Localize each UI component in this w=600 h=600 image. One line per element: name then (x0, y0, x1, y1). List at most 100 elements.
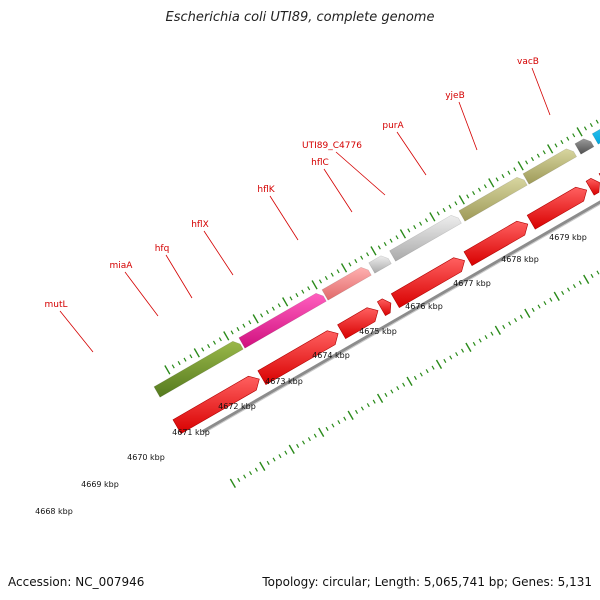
inner-ruler-minor-tick (343, 416, 347, 421)
accession-text: Accession: NC_007946 (8, 575, 145, 589)
outer-ruler-minor-tick (530, 157, 534, 162)
outer-ruler-major-tick (429, 212, 436, 222)
kbp-label: 4675 kbp (359, 327, 397, 336)
leader-line (165, 254, 193, 299)
gene-label-miaA: miaA (110, 261, 134, 271)
outer-ruler-minor-tick (413, 225, 417, 230)
inner-ruler-minor-tick (443, 358, 447, 363)
kbp-label: 4676 kbp (405, 302, 443, 311)
inner-ruler-minor-tick (325, 426, 329, 431)
outer-ruler-major-tick (576, 127, 583, 137)
inner-ruler-major-tick (494, 325, 501, 335)
inner-ruler-major-tick (259, 461, 266, 471)
outer-ruler-major-tick (370, 246, 377, 256)
outer-ruler-minor-tick (289, 296, 293, 301)
outer-ruler-minor-tick (383, 242, 387, 247)
outer-ruler-major-tick (193, 348, 200, 358)
inner-ruler-minor-tick (531, 307, 535, 312)
kbp-label: 4673 kbp (265, 377, 303, 386)
outer-ruler-minor-tick (454, 201, 458, 206)
inner-ruler-major-tick (376, 393, 384, 403)
leader-line (531, 67, 551, 116)
outer-ruler-minor-tick (542, 150, 546, 155)
outer-ruler-minor-tick (554, 143, 558, 148)
outer-ruler-minor-tick (566, 136, 570, 141)
backbone-shadow (203, 203, 600, 434)
outer-ruler-minor-tick (513, 167, 517, 172)
outer-ruler-minor-tick (560, 140, 564, 145)
outer-ruler-minor-tick (318, 279, 322, 284)
cds-arrow (172, 375, 260, 435)
outer-ruler-minor-tick (595, 119, 599, 124)
outer-ruler-minor-tick (171, 364, 175, 369)
gene-hfq (368, 255, 392, 274)
outer-ruler-minor-tick (248, 320, 252, 325)
outer-ruler-minor-tick (466, 194, 470, 199)
inner-ruler-minor-tick (331, 423, 335, 428)
inner-ruler-minor-tick (302, 440, 306, 445)
inner-ruler-minor-tick (278, 454, 282, 459)
outer-ruler-minor-tick (483, 184, 487, 189)
kbp-label: 4674 kbp (312, 351, 350, 360)
inner-ruler-minor-tick (307, 437, 311, 442)
gene-labels: mutL miaA hfq hflX hflK hflC UTI89_C4776 purA yj… (44, 57, 538, 310)
gene-label-yjeB: yjeB (445, 91, 465, 101)
cds-arrow (463, 220, 529, 267)
outer-ruler-minor-tick (189, 354, 193, 359)
outer-ruler-minor-tick (324, 276, 328, 281)
outer-ruler-minor-tick (495, 177, 499, 182)
kbp-label: 4679 kbp (549, 233, 587, 242)
inner-ruler-minor-tick (266, 460, 270, 465)
outer-ruler-minor-tick (525, 160, 529, 165)
inner-ruler-minor-tick (578, 280, 582, 285)
inner-ruler-major-tick (406, 376, 413, 386)
inner-ruler-major-tick (583, 274, 590, 284)
inner-ruler-major-tick (465, 342, 472, 352)
outer-ruler-minor-tick (360, 255, 364, 260)
outer-ruler-minor-tick (424, 218, 428, 223)
kbp-label: 4668 kbp (35, 507, 73, 516)
gene-label-hflK: hflK (257, 185, 275, 195)
inner-ruler-minor-tick (561, 290, 565, 295)
inner-ruler-minor-tick (243, 474, 247, 479)
outer-ruler-minor-tick (354, 259, 358, 264)
kbp-label: 4672 kbp (218, 402, 256, 411)
inner-ruler-minor-tick (384, 392, 388, 397)
genome-backbone (202, 200, 600, 434)
kbp-label: 4678 kbp (501, 255, 539, 264)
outer-ruler-major-tick (399, 229, 407, 239)
outer-ruler-minor-tick (536, 153, 540, 158)
outer-ruler-minor-tick (501, 174, 505, 179)
outer-ruler-minor-tick (271, 306, 275, 311)
inner-ruler-minor-tick (455, 352, 459, 357)
inner-ruler-minor-tick (514, 318, 518, 323)
inner-ruler-minor-tick (572, 284, 576, 289)
genome-summary-text: Topology: circular; Length: 5,065,741 bp… (262, 575, 592, 589)
gene-mutL (238, 292, 327, 349)
gene-label-hfq: hfq (155, 244, 170, 254)
outer-ruler-minor-tick (589, 123, 593, 128)
outer-ruler-major-tick (282, 297, 289, 307)
outer-ruler-minor-tick (407, 228, 411, 233)
leader-line (203, 230, 234, 276)
leader-line (59, 310, 94, 353)
gene-hflK (458, 176, 528, 222)
cds-arrow (390, 257, 465, 309)
kbp-label: 4671 kbp (172, 428, 210, 437)
cds-arrow (257, 330, 339, 386)
inner-ruler-minor-tick (402, 382, 406, 387)
inner-ruler-minor-tick (390, 389, 394, 394)
inner-ruler-minor-tick (366, 403, 370, 408)
inner-ruler-minor-tick (431, 365, 435, 370)
outer-ruler-minor-tick (583, 126, 587, 131)
cds-arrow (337, 307, 379, 340)
inner-ruler-minor-tick (549, 297, 553, 302)
outer-ruler-minor-tick (307, 286, 311, 291)
genome-title: Escherichia coli UTI89, complete genome (165, 10, 435, 25)
inner-ruler-minor-tick (508, 321, 512, 326)
leader-line (124, 271, 159, 317)
inner-ruler-minor-tick (478, 338, 482, 343)
outer-ruler-minor-tick (236, 327, 240, 332)
inner-ruler-minor-tick (254, 467, 258, 472)
